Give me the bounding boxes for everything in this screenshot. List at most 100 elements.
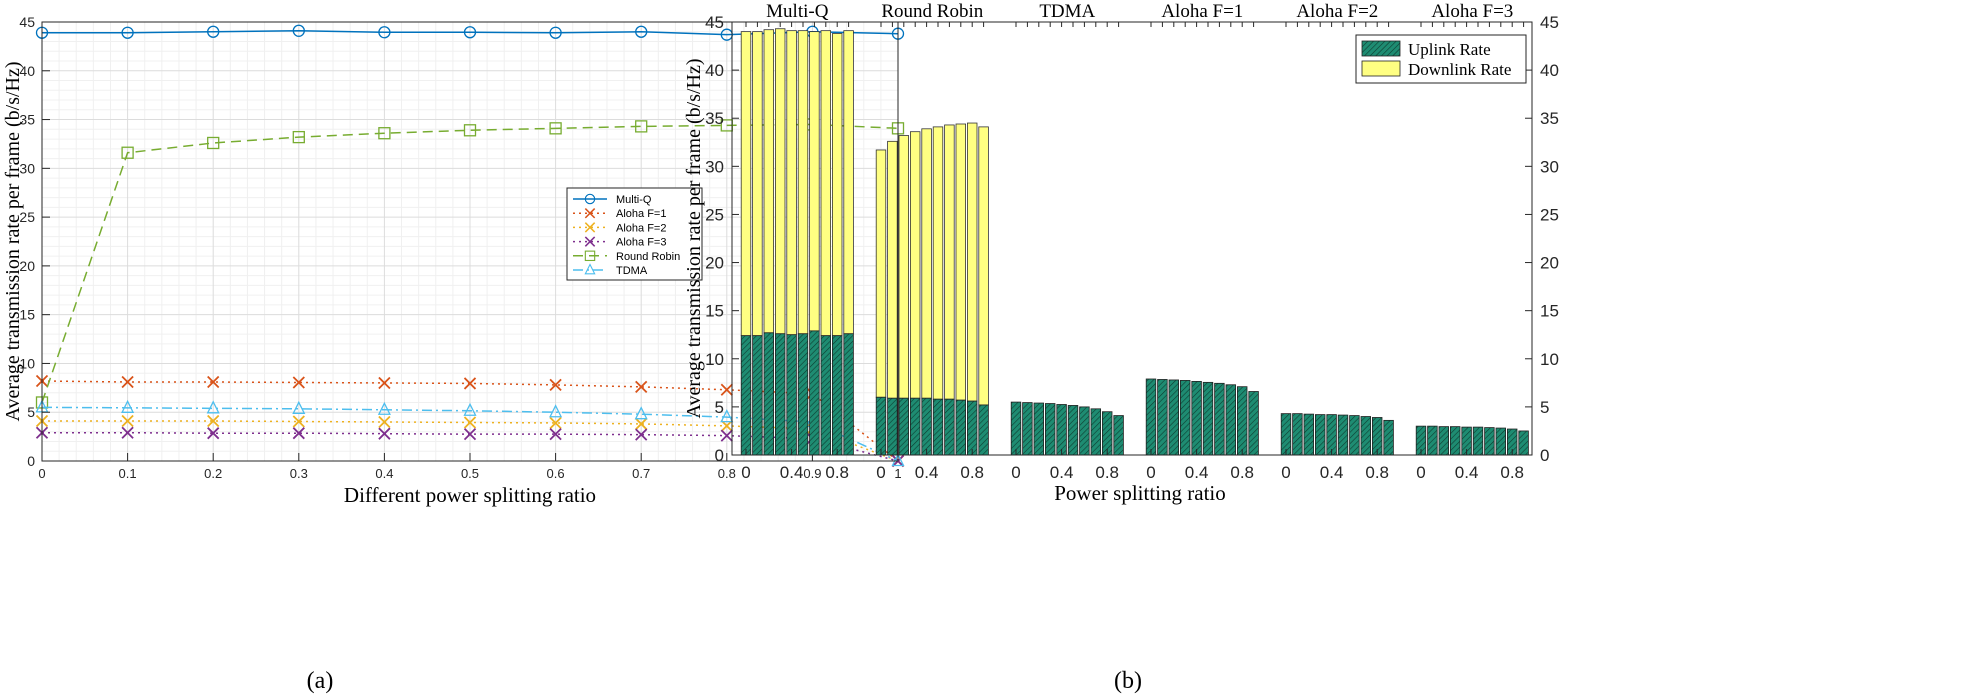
x-tick-label: 0 [1146,463,1155,482]
x-tick-label: 0 [741,463,750,482]
downlink-bar [740,31,752,337]
x-tick-label: 0.8 [1095,463,1119,482]
downlink-bar [944,124,955,400]
y-tick-label: 40 [705,61,724,80]
x-tick-label: 0.4 [1185,463,1209,482]
x-tick-label: 0.4 [1050,463,1074,482]
y-tick-label-right: 0 [1540,446,1549,465]
uplink-bar [843,333,854,456]
data-point-tdma [891,453,905,467]
y-tick-label-right: 35 [1540,109,1559,128]
uplink-bar [1225,384,1237,456]
uplink-bar [887,397,898,456]
uplink-bar [1168,379,1180,456]
uplink-bar [1427,425,1438,456]
x-tick-label: 0.8 [1500,463,1524,482]
data-point-aloha-f-1 [549,378,562,392]
uplink-bar [1518,430,1529,456]
y-tick-label: 30 [705,157,724,176]
uplink-bar [1022,402,1033,456]
uplink-bar [921,397,932,456]
uplink-bar [1484,427,1495,456]
data-point-aloha-f-2 [207,414,220,428]
y-tick-label: 45 [19,14,35,30]
legend-swatch-downlink-rate [1361,60,1401,77]
y-tick-label: 30 [19,160,35,176]
uplink-bar [1360,416,1372,456]
y-tick-label: 5 [27,404,35,420]
downlink-bar [797,30,809,335]
uplink-bar [832,335,843,456]
data-point-round-robin [207,136,220,150]
data-point-multi-q [635,25,648,38]
data-point-round-robin [378,127,391,140]
legend-marker-tdma [584,263,596,275]
data-point-aloha-f-3 [635,428,648,441]
panel-b-group-labels: Multi-Q Round Robin TDMA Aloha F=1 Aloha F=2… [766,1,1513,22]
series-line-tdma [41,406,899,462]
uplink-bar [1056,404,1067,456]
uplink-bar [809,330,820,456]
data-point-aloha-f-1 [121,375,134,389]
downlink-bar [875,149,887,398]
panel-a-caption: (a) [307,668,334,694]
x-tick-label: 0.2 [204,466,222,481]
data-point-tdma [206,400,220,414]
x-tick-label: 0.4 [915,463,939,482]
bar-group-aloha-f-2 [1280,413,1394,456]
uplink-bar [1010,401,1022,456]
downlink-bar [978,126,989,406]
uplink-bar [1248,391,1259,456]
x-tick-label: 0.7 [632,466,650,481]
y-tick-label: 35 [19,112,35,128]
data-point-aloha-f-3 [549,428,562,441]
data-point-round-robin [121,146,134,159]
group-label-multi-q: Multi-Q [766,1,829,22]
group-label-aloha-f-2: Aloha F=2 [1296,1,1378,22]
legend-label-aloha-f-2: Aloha F=2 [616,222,666,234]
legend-label-aloha-f-1: Aloha F=1 [616,208,666,220]
series-tdma [35,399,905,467]
downlink-bar [786,30,797,336]
uplink-bar [1303,413,1315,456]
downlink-bar [921,128,932,399]
uplink-bar [932,398,944,456]
y-tick-label: 20 [19,258,35,274]
data-point-aloha-f-1 [635,380,648,393]
y-tick-label: 20 [705,254,724,273]
data-point-multi-q [463,26,477,39]
downlink-bar [967,122,978,402]
uplink-bar [1326,414,1337,456]
uplink-bar [1450,426,1461,456]
panel-a-series [35,24,905,468]
x-tick-label: 0 [1011,463,1020,482]
uplink-bar [875,396,887,456]
panel-a-legend: Multi-Q Aloha F=1 Aloha F=2 Aloha F=3 Round … [566,187,703,281]
uplink-bar [898,397,910,456]
data-point-multi-q [292,24,305,37]
panel-b-axes-box [731,21,1533,456]
x-tick-label: 0 [1281,463,1290,482]
uplink-bar [1472,426,1484,456]
uplink-bar [1438,426,1450,456]
uplink-bar [1067,405,1079,456]
downlink-bar [887,140,898,399]
x-tick-label: 0.8 [1365,463,1389,482]
uplink-bar [1202,381,1214,456]
bar-group-aloha-f-1 [1145,378,1259,456]
x-tick-label: 0.4 [1320,463,1344,482]
panel-b-x-axis-label: Power splitting ratio [1054,481,1226,505]
data-point-multi-q [207,25,220,38]
downlink-bar [752,31,763,337]
uplink-bar [967,400,978,456]
uplink-bar [1349,415,1360,456]
legend-label-uplink-rate: Uplink Rate [1408,40,1491,59]
bar-group-multi-q [740,28,854,456]
y-tick-label-right: 15 [1540,302,1559,321]
y-tick-label-right: 25 [1540,205,1559,224]
uplink-bar [752,335,763,456]
